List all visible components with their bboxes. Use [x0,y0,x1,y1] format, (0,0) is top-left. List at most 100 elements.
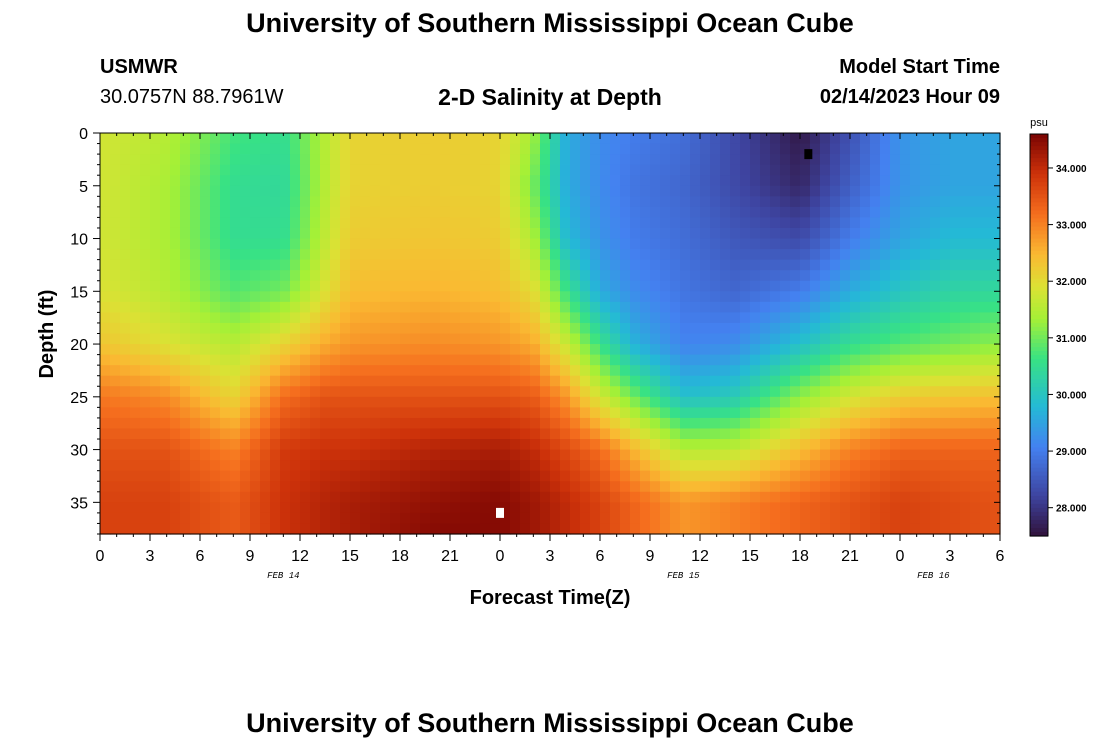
heatmap-cell [670,143,681,155]
heatmap-cell [670,502,681,514]
heatmap-cell [390,396,401,408]
colorbar-segment [1030,142,1048,147]
heatmap-cell [770,270,781,282]
heatmap-cell [820,417,831,430]
heatmap-cell [890,460,901,472]
heatmap-cell [820,196,831,208]
colorbar-segment [1030,359,1048,364]
heatmap-cell [230,407,241,419]
heatmap-cell [520,470,531,482]
heatmap-cell [310,143,321,155]
heatmap-cell [630,175,641,187]
heatmap-cell [670,396,681,408]
heatmap-cell [800,249,811,261]
heatmap-cell [220,259,231,271]
heatmap-cell [220,523,231,535]
heatmap-cell [250,460,261,472]
heatmap-cell [260,143,271,155]
heatmap-cell [190,333,201,345]
heatmap-cell [830,407,841,419]
heatmap-cell [940,133,951,145]
heatmap-cell [860,344,871,356]
heatmap-cell [330,301,341,313]
heatmap-cell [100,344,111,356]
heatmap-cell [590,196,601,208]
heatmap-cell [300,249,311,261]
heatmap-cell [420,491,431,503]
heatmap-cell [250,354,261,366]
heatmap-cell [260,185,271,197]
heatmap-cell [630,439,641,451]
heatmap-cell [270,386,281,398]
heatmap-cell [570,164,581,176]
heatmap-cell [310,365,321,377]
heatmap-cell [620,333,631,345]
heatmap-cell [580,417,591,430]
heatmap-cell [500,439,511,451]
heatmap-cell [960,280,971,292]
heatmap-cell [460,481,471,493]
heatmap-cell [660,259,671,271]
heatmap-cell [250,143,261,155]
heatmap-cell [640,491,651,503]
heatmap-cell [860,502,871,514]
heatmap-cell [210,417,221,430]
heatmap-cell [430,196,441,208]
heatmap-cell [770,217,781,229]
heatmap-cell [390,206,401,219]
heatmap-cell [650,154,661,166]
heatmap-cell [350,238,361,250]
heatmap-cell [680,481,691,493]
heatmap-cell [470,301,481,313]
heatmap-cell [320,491,331,503]
heatmap-cell [530,143,541,155]
heatmap-cell [600,301,611,313]
heatmap-cell [830,291,841,303]
heatmap-cell [820,354,831,366]
heatmap-cell [910,238,921,250]
heatmap-cell [810,301,821,313]
heatmap-cell [520,143,531,155]
heatmap-cell [530,249,541,261]
heatmap-cell [890,417,901,430]
heatmap-cell [740,481,751,493]
heatmap-cell [640,301,651,313]
heatmap-cell [830,143,841,155]
x-tick-label: 3 [146,548,155,565]
heatmap-cell [590,375,601,387]
heatmap-cell [440,217,451,229]
heatmap-cell [390,196,401,208]
heatmap-cell [950,227,961,240]
heatmap-cell [950,491,961,503]
heatmap-cell [210,344,221,356]
heatmap-cell [980,470,991,482]
heatmap-cell [160,428,171,440]
heatmap-cell [570,460,581,472]
heatmap-cell [130,280,141,292]
heatmap-cell [650,312,661,324]
heatmap-cell [380,249,391,261]
heatmap-cell [890,175,901,187]
heatmap-cell [650,502,661,514]
heatmap-cell [230,227,241,240]
heatmap-cell [220,249,231,261]
heatmap-cell [890,133,901,145]
heatmap-cell [410,196,421,208]
heatmap-cell [620,312,631,324]
heatmap-cell [680,133,691,145]
heatmap-cell [460,164,471,176]
heatmap-cell [520,491,531,503]
heatmap-cell [140,238,151,250]
heatmap-cell [210,322,221,335]
heatmap-cell [410,238,421,250]
heatmap-cell [270,206,281,219]
heatmap-cell [530,270,541,282]
heatmap-cell [520,439,531,451]
heatmap-cell [820,460,831,472]
heatmap-cell [380,523,391,535]
heatmap-cell [650,523,661,535]
heatmap-cell [230,386,241,398]
heatmap-cell [580,523,591,535]
heatmap-cell [930,333,941,345]
heatmap-cell [520,280,531,292]
